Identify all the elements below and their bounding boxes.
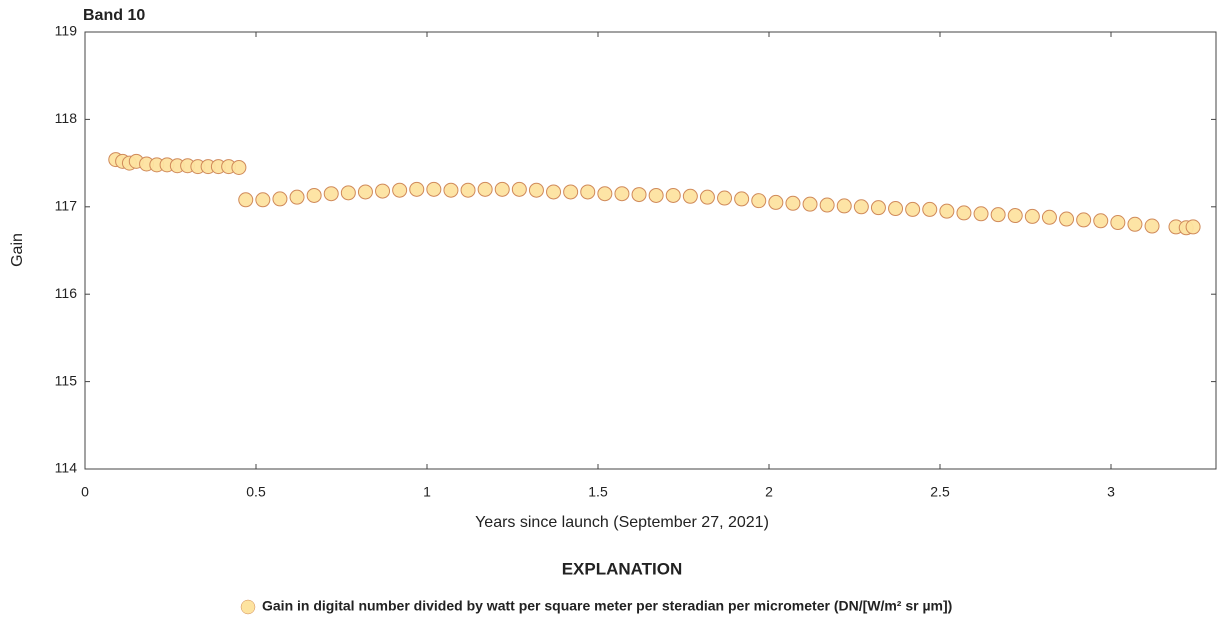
data-point <box>1059 211 1075 227</box>
data-point <box>648 187 664 203</box>
data-point <box>802 196 818 212</box>
data-point <box>819 197 835 213</box>
data-point <box>922 201 938 217</box>
data-point <box>1041 209 1057 225</box>
data-point <box>255 192 271 208</box>
x-tick-label: 1.5 <box>588 484 608 500</box>
data-point <box>477 181 493 197</box>
data-point <box>528 182 544 198</box>
x-tick-label: 0.5 <box>246 484 266 500</box>
data-point <box>973 206 989 222</box>
data-point <box>323 186 339 202</box>
chart-title: Band 10 <box>83 7 145 24</box>
data-point <box>409 181 425 197</box>
x-tick-label: 0 <box>81 484 89 500</box>
data-point <box>990 207 1006 223</box>
y-tick-label: 117 <box>55 198 78 214</box>
data-point <box>905 201 921 217</box>
data-point <box>443 182 459 198</box>
y-axis-label: Gain <box>9 233 26 267</box>
y-tick-label: 118 <box>55 110 78 126</box>
data-point <box>836 198 852 214</box>
data-point <box>956 205 972 221</box>
x-tick-label: 3 <box>1107 484 1115 500</box>
data-point <box>1110 215 1126 231</box>
x-tick-label: 2.5 <box>930 484 950 500</box>
x-tick-label: 2 <box>765 484 773 500</box>
data-point <box>392 182 408 198</box>
data-point <box>1093 213 1109 229</box>
data-point <box>426 181 442 197</box>
data-point <box>699 189 715 205</box>
data-point <box>751 193 767 209</box>
data-point <box>1144 218 1160 234</box>
data-point <box>1127 216 1143 232</box>
data-point <box>580 184 596 200</box>
data-point <box>375 183 391 199</box>
legend-marker <box>240 599 256 615</box>
data-point <box>306 187 322 203</box>
data-point <box>785 195 801 211</box>
data-point <box>1185 219 1201 235</box>
data-point <box>460 182 476 198</box>
plot-frame <box>84 31 1217 470</box>
data-point <box>511 181 527 197</box>
data-point <box>614 186 630 202</box>
data-point <box>1007 208 1023 224</box>
data-point <box>289 189 305 205</box>
y-tick-label: 119 <box>55 23 78 39</box>
data-point <box>1024 208 1040 224</box>
data-point <box>340 185 356 201</box>
data-point <box>853 199 869 215</box>
data-point <box>939 203 955 219</box>
data-point <box>238 192 254 208</box>
data-point <box>682 188 698 204</box>
data-point <box>272 191 288 207</box>
y-tick-label: 116 <box>55 285 78 301</box>
x-axis-label: Years since launch (September 27, 2021) <box>475 514 769 531</box>
y-tick-label: 114 <box>55 460 78 476</box>
data-point <box>734 191 750 207</box>
data-point <box>494 181 510 197</box>
data-point <box>768 194 784 210</box>
x-tick-label: 1 <box>423 484 431 500</box>
data-point <box>870 200 886 216</box>
data-point <box>231 159 247 175</box>
data-point <box>357 184 373 200</box>
data-point <box>717 190 733 206</box>
data-point <box>888 201 904 217</box>
data-point <box>546 184 562 200</box>
data-point <box>1076 212 1092 228</box>
data-point <box>631 187 647 203</box>
data-point <box>665 187 681 203</box>
data-point <box>563 184 579 200</box>
legend-label: Gain in digital number divided by watt p… <box>262 598 952 614</box>
legend-title: EXPLANATION <box>562 559 683 578</box>
data-point <box>597 186 613 202</box>
y-tick-label: 115 <box>55 372 78 388</box>
